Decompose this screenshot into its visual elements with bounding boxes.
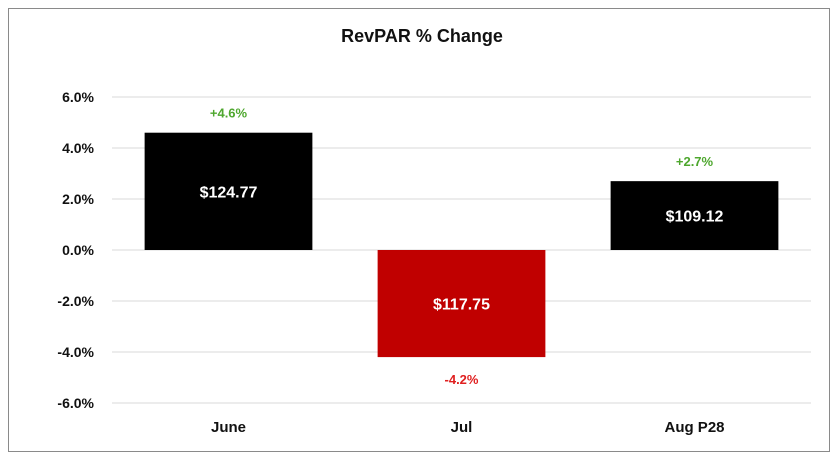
x-category-label: Aug P28 [664, 419, 724, 436]
bar-value-label: $117.75 [433, 297, 490, 314]
chart-title: RevPAR % Change [341, 26, 503, 46]
bar-value-label: $124.77 [200, 184, 258, 201]
bar-jul [377, 250, 546, 358]
bar-labels: $124.77 +4.6% $117.75 -4.2% $109.12 +2.7% [200, 106, 724, 387]
x-category-label: Jul [451, 419, 473, 436]
y-tick-label: 4.0% [62, 140, 94, 156]
bar-june [144, 132, 313, 250]
change-label: +4.6% [210, 106, 248, 121]
x-category-label: June [211, 419, 246, 436]
y-axis-ticks: 6.0% 4.0% 2.0% 0.0% -2.0% -4.0% -6.0% [57, 89, 94, 411]
y-tick-label: -6.0% [57, 395, 94, 411]
x-axis-categories: June Jul Aug P28 [211, 419, 725, 436]
bars [144, 132, 779, 358]
change-label: +2.7% [676, 154, 714, 169]
change-label: -4.2% [445, 372, 479, 387]
bar-value-label: $109.12 [666, 209, 724, 226]
y-tick-label: 2.0% [62, 191, 94, 207]
y-tick-label: -4.0% [57, 344, 94, 360]
bar-aug-p28 [610, 181, 779, 250]
y-tick-label: 0.0% [62, 242, 94, 258]
y-tick-label: -2.0% [57, 293, 94, 309]
y-tick-label: 6.0% [62, 89, 94, 105]
